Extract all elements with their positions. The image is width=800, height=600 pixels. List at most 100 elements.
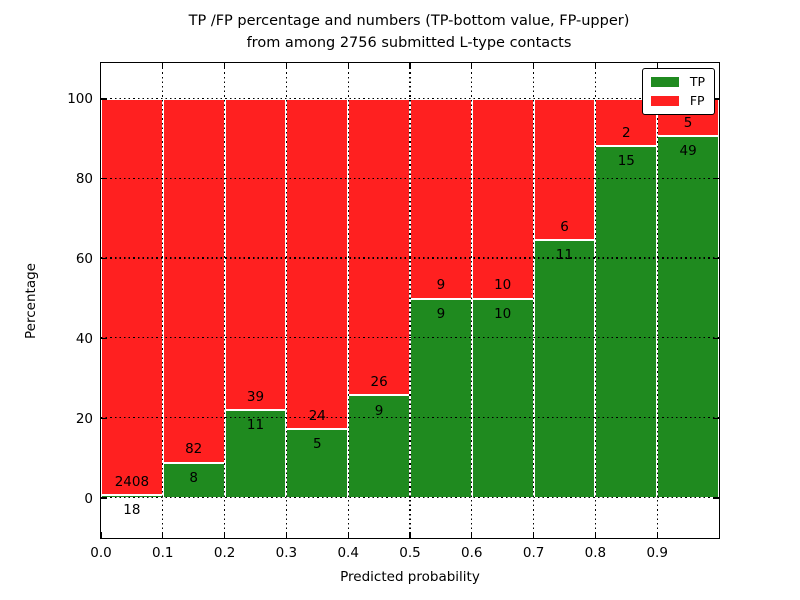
- bar-count-tp-label: 10: [494, 305, 512, 322]
- y-tick-label: 40: [75, 330, 93, 347]
- x-tick-label: 0.0: [90, 545, 112, 561]
- bar-segment-fp: [101, 98, 163, 496]
- plot-area: Percentage Predicted probability TP FP 2…: [23, 62, 720, 585]
- y-axis-label: Percentage: [23, 262, 40, 339]
- x-tick-bottom: [594, 532, 597, 538]
- x-tick-bottom: [409, 532, 411, 538]
- x-tick-bottom: [533, 532, 535, 538]
- gridline-vertical: [224, 63, 226, 538]
- bar-count-tp-label: 5: [313, 436, 322, 453]
- y-tick-left: [101, 417, 107, 419]
- x-tick-bottom: [100, 532, 102, 538]
- gridline-vertical: [533, 63, 535, 538]
- bar-count-fp-label: 5: [683, 114, 693, 131]
- bar-segment-fp: [286, 98, 349, 430]
- y-tick-label: 20: [75, 410, 93, 427]
- y-tick-left: [101, 178, 107, 180]
- x-tick-label: 0.2: [213, 545, 236, 561]
- x-tick-label: 0.1: [152, 545, 174, 561]
- bar-count-fp-label: 82: [185, 441, 203, 458]
- bar-segment-tp: [657, 135, 719, 499]
- bar-segment-tp: [595, 145, 658, 499]
- bar-count-fp-label: 26: [370, 374, 388, 391]
- chart-title: TP /FP percentage and numbers (TP-bottom…: [100, 10, 718, 54]
- x-tick-label: 0.6: [461, 545, 483, 561]
- y-tick-right: [713, 337, 719, 340]
- bar-count-fp-label: 6: [560, 218, 569, 235]
- gridline-vertical: [656, 63, 658, 538]
- y-tick-right: [713, 257, 719, 260]
- bar-segment-fp: [224, 98, 287, 411]
- x-axis-label: Predicted probability: [340, 569, 480, 585]
- bar-count-tp-label: 9: [436, 305, 446, 322]
- legend-swatch-tp: [650, 77, 679, 87]
- x-tick-label: 0.5: [399, 545, 421, 561]
- bar-segment-tp: [533, 239, 596, 499]
- bar-count-fp-label: 24: [308, 408, 326, 425]
- bar-segment-fp: [348, 98, 410, 396]
- x-tick-top: [224, 63, 226, 69]
- bar-count-fp-label: 2408: [114, 473, 150, 490]
- bar-count-fp-label: 2: [622, 124, 631, 141]
- x-tick-label: 0.8: [584, 545, 607, 561]
- x-tick-label: 0.9: [646, 545, 668, 561]
- y-axis-label-wrap: Percentage: [20, 63, 42, 538]
- legend-item-tp: TP: [650, 74, 705, 89]
- x-tick-label: 0.3: [275, 545, 298, 561]
- x-tick-bottom: [471, 532, 473, 538]
- gridline-vertical: [594, 63, 596, 538]
- x-tick-top: [594, 63, 597, 69]
- legend-label-tp: TP: [689, 74, 705, 89]
- x-tick-top: [285, 63, 288, 69]
- gridline-vertical: [347, 63, 349, 538]
- y-tick-label: 100: [67, 91, 93, 108]
- gridline-vertical: [409, 63, 411, 538]
- legend-item-fp: FP: [650, 93, 705, 108]
- x-tick-top: [347, 63, 349, 69]
- x-tick-top: [471, 63, 473, 69]
- bar-count-tp-label: 8: [189, 469, 198, 486]
- x-tick-top: [409, 63, 411, 69]
- legend: TP FP: [641, 68, 715, 115]
- x-tick-bottom: [162, 532, 164, 538]
- bar-segment-fp: [162, 98, 225, 463]
- y-tick-label: 60: [75, 251, 93, 268]
- bar-count-tp-label: 11: [246, 417, 265, 434]
- bar-count-tp-label: 15: [617, 153, 635, 170]
- bar-segment-fp: [471, 98, 534, 299]
- y-tick-right: [713, 98, 719, 100]
- x-tick-label: 0.4: [337, 545, 359, 561]
- legend-label-fp: FP: [689, 93, 705, 108]
- y-tick-right: [713, 417, 719, 419]
- gridline-vertical: [162, 63, 164, 538]
- x-tick-bottom: [224, 532, 226, 538]
- bar-count-fp-label: 39: [246, 389, 265, 406]
- bar-segment-tp: [410, 298, 472, 499]
- x-tick-top: [162, 63, 164, 69]
- y-tick-left: [101, 98, 107, 100]
- x-tick-label: 0.7: [522, 545, 545, 561]
- bar-count-tp-label: 18: [123, 502, 141, 519]
- y-tick-left: [101, 497, 107, 499]
- bar-segment-fp: [410, 98, 472, 299]
- bar-count-tp-label: 49: [679, 143, 697, 160]
- y-tick-label: 0: [84, 490, 93, 507]
- y-tick-label: 80: [75, 171, 93, 188]
- bar-count-tp-label: 9: [374, 402, 384, 419]
- y-tick-left: [101, 257, 107, 260]
- bar-segment-tp: [471, 298, 534, 499]
- bar-count-tp-label: 11: [555, 246, 574, 263]
- x-tick-top: [533, 63, 535, 69]
- gridline-vertical: [471, 63, 473, 538]
- y-tick-left: [101, 337, 107, 340]
- x-tick-top: [656, 63, 658, 69]
- chart-title-line1: TP /FP percentage and numbers (TP-bottom…: [188, 13, 630, 29]
- y-tick-right: [713, 178, 719, 180]
- legend-swatch-fp: [650, 96, 679, 106]
- chart-title-line2: from among 2756 submitted L-type contact…: [246, 35, 572, 51]
- gridline-vertical: [285, 63, 287, 538]
- y-tick-right: [713, 497, 719, 499]
- bar-count-fp-label: 9: [436, 277, 446, 294]
- x-tick-bottom: [347, 532, 349, 538]
